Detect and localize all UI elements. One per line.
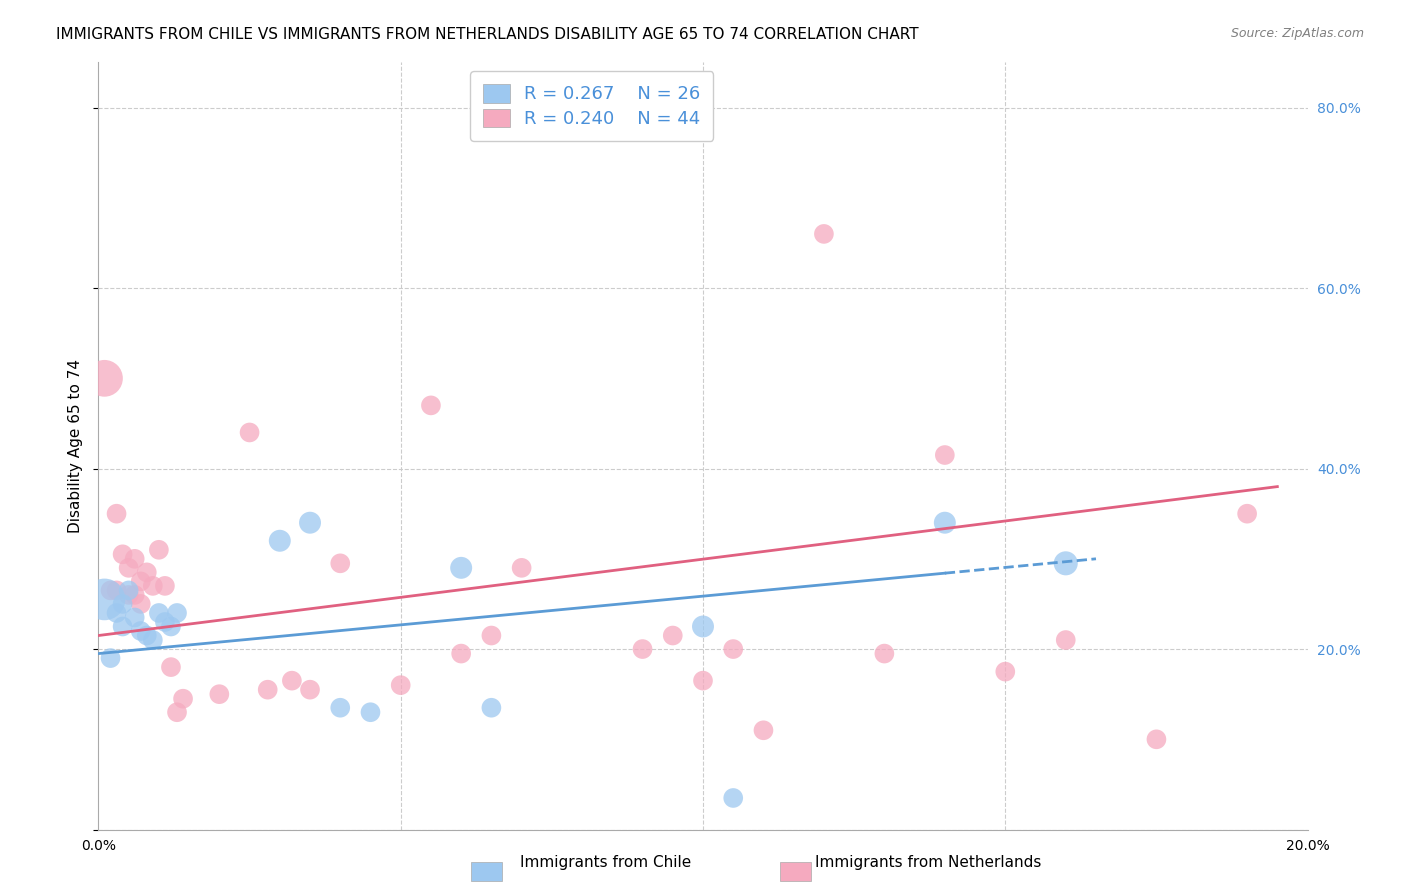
Point [281,673,304,688]
Point [256,682,278,697]
Point [420,398,443,412]
Point [994,665,1017,679]
Point [269,533,291,548]
Point [93,371,115,385]
Point [129,624,152,638]
Point [105,583,128,598]
Point [389,678,412,692]
Point [299,516,322,530]
Point [166,705,188,719]
Legend: R = 0.267    N = 26, R = 0.240    N = 44: R = 0.267 N = 26, R = 0.240 N = 44 [470,71,713,141]
Point [329,557,352,571]
Point [723,642,745,657]
Point [172,691,194,706]
Point [105,606,128,620]
Point [450,561,472,575]
Point [105,507,128,521]
Point [1236,507,1258,521]
Point [153,615,176,629]
Point [1054,557,1077,571]
Point [135,566,157,580]
Point [813,227,835,241]
Point [142,579,165,593]
Point [481,628,503,642]
Point [111,597,134,611]
Point [93,592,115,607]
Point [692,673,714,688]
Point [166,606,188,620]
Point [723,791,745,805]
Point [873,647,896,661]
Point [450,647,472,661]
Point [100,583,122,598]
Point [661,628,683,642]
Point [360,705,382,719]
Point [118,561,141,575]
Point [100,651,122,665]
Point [124,588,146,602]
Point [160,619,183,633]
Point [129,574,152,589]
Point [692,619,714,633]
Point [510,561,533,575]
Point [481,700,503,714]
Point [124,551,146,566]
Point [111,547,134,561]
Point [208,687,231,701]
Text: Immigrants from Chile: Immigrants from Chile [520,855,692,870]
Point [111,619,134,633]
Point [934,516,956,530]
Point [329,700,352,714]
Point [1054,633,1077,648]
Point [118,583,141,598]
Point [124,610,146,624]
Text: IMMIGRANTS FROM CHILE VS IMMIGRANTS FROM NETHERLANDS DISABILITY AGE 65 TO 74 COR: IMMIGRANTS FROM CHILE VS IMMIGRANTS FROM… [56,27,920,42]
Point [1144,732,1167,747]
Point [934,448,956,462]
Text: Immigrants from Netherlands: Immigrants from Netherlands [815,855,1042,870]
Y-axis label: Disability Age 65 to 74: Disability Age 65 to 74 [67,359,83,533]
Point [148,606,170,620]
Text: Source: ZipAtlas.com: Source: ZipAtlas.com [1230,27,1364,40]
Point [299,682,322,697]
Point [148,542,170,557]
Point [160,660,183,674]
Point [135,628,157,642]
Point [153,579,176,593]
Point [129,597,152,611]
Point [142,633,165,648]
Point [239,425,262,440]
Point [631,642,654,657]
Point [118,588,141,602]
Point [752,723,775,738]
